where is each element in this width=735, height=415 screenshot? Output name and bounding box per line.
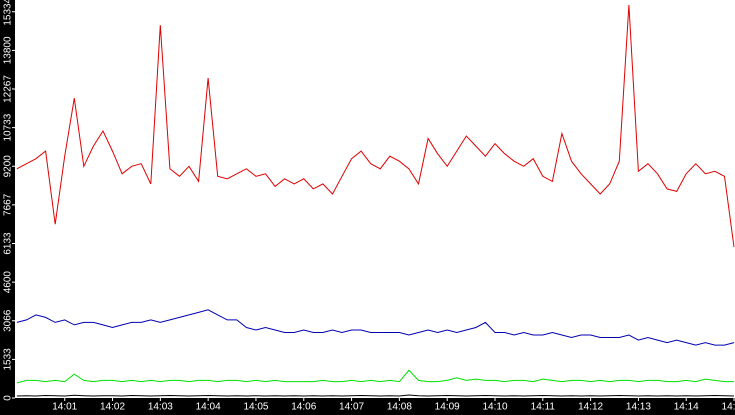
x-tick-label: 14:11 <box>531 402 556 413</box>
x-tick-label: 14:14 <box>674 402 699 413</box>
x-tick-label: 14:01 <box>52 402 77 413</box>
x-tick-label: 14:02 <box>100 402 125 413</box>
x-axis-strip <box>0 398 735 415</box>
x-tick-label: 14:05 <box>243 402 268 413</box>
y-tick-label: 6133 <box>3 232 14 255</box>
y-tick-label: 3066 <box>3 309 14 332</box>
x-tick-label: 14:06 <box>291 402 316 413</box>
x-tick-label: 14:08 <box>387 402 412 413</box>
x-tick-label: 14:15 <box>722 402 735 413</box>
y-axis-strip <box>0 0 15 415</box>
y-tick-label: 13800 <box>3 36 14 64</box>
x-tick-label: 14:09 <box>435 402 460 413</box>
x-tick-label: 14:12 <box>578 402 603 413</box>
y-tick-label: 1533 <box>3 348 14 371</box>
series-line <box>16 369 734 384</box>
y-tick-label: 0 <box>3 395 14 401</box>
series-line <box>16 4 735 247</box>
x-tick-label: 14:03 <box>148 402 173 413</box>
x-tick-label: 14:07 <box>339 402 364 413</box>
x-tick-label: 14:04 <box>196 402 221 413</box>
y-tick-label: 10733 <box>3 113 14 141</box>
y-tick-label: 4600 <box>3 271 14 294</box>
y-tick-label: 9200 <box>3 155 14 178</box>
series-line <box>16 309 735 346</box>
x-tick-label: 14:10 <box>482 402 507 413</box>
y-tick-label: 7667 <box>3 193 14 216</box>
x-tick-label: 14:13 <box>626 402 651 413</box>
y-tick-label: 12267 <box>3 75 14 103</box>
series-line <box>16 394 735 397</box>
plot-area <box>16 4 735 397</box>
y-tick-label: 15334 <box>3 0 14 26</box>
